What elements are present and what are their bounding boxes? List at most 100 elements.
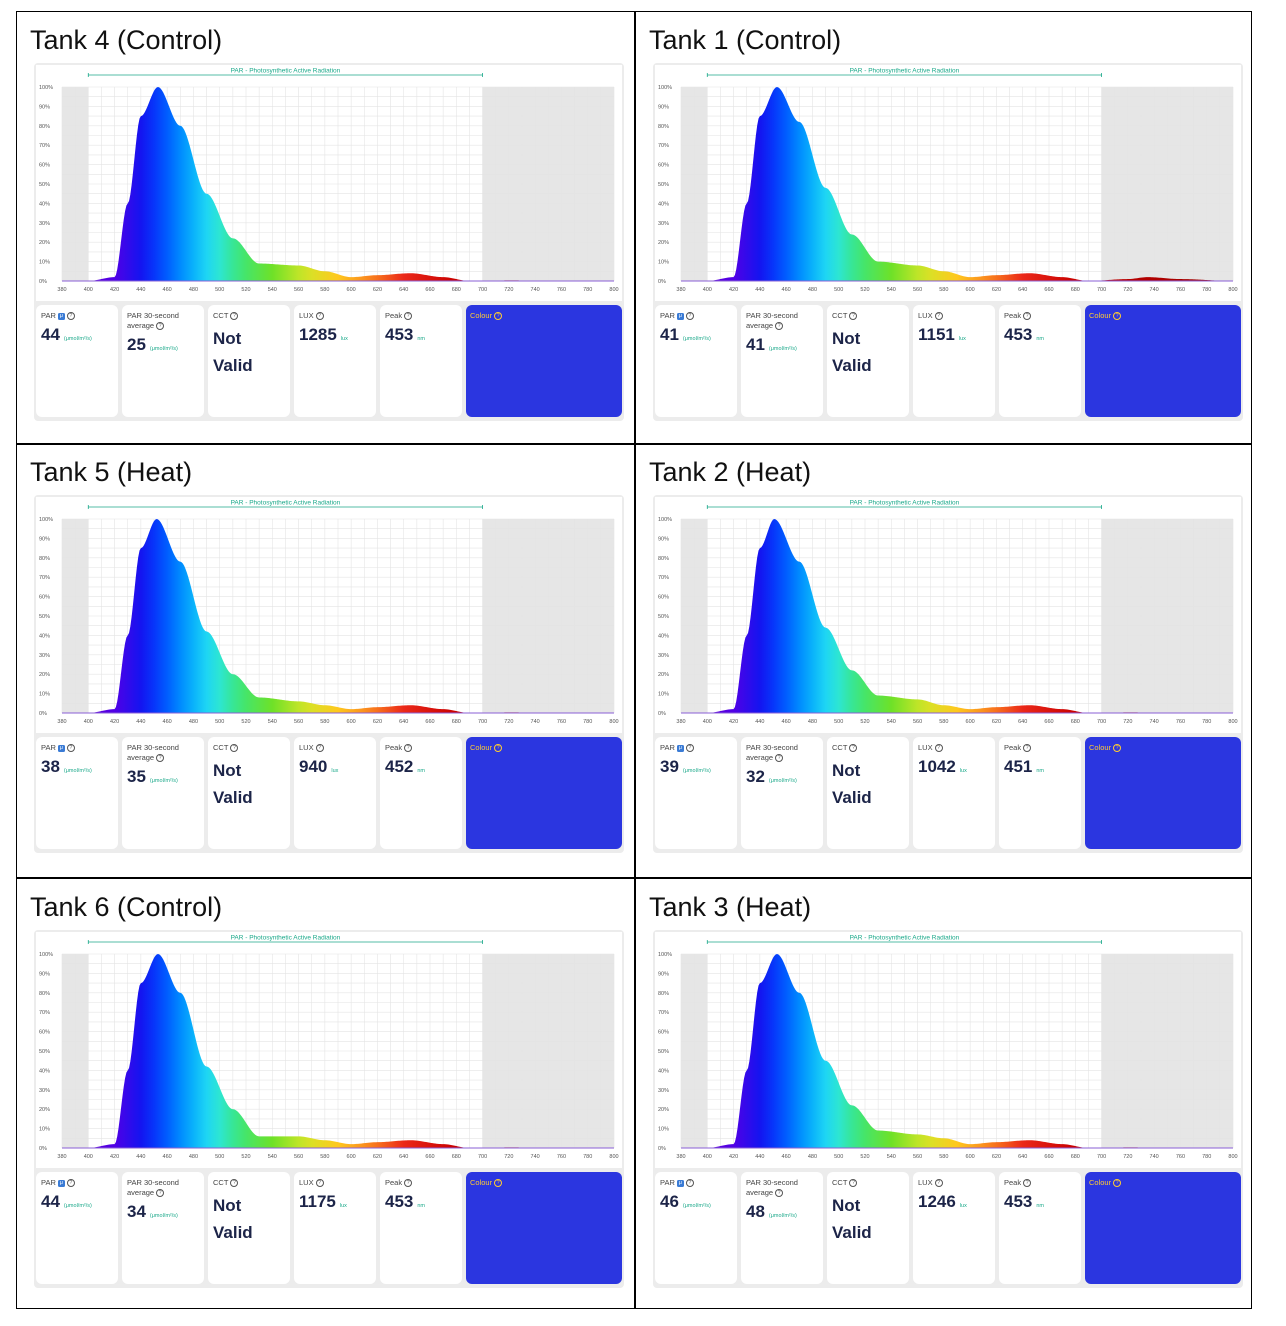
help-icon[interactable]: ?	[404, 1179, 413, 1188]
help-icon[interactable]: ?	[315, 1179, 324, 1188]
peak-value: 453 nm	[1004, 1192, 1044, 1212]
par30-value: 41 (μmol/m²/s)	[746, 335, 797, 355]
help-icon[interactable]: ?	[1113, 1179, 1122, 1188]
help-icon[interactable]: ?	[775, 322, 784, 331]
par-unit-toggle[interactable]: μ	[57, 1179, 65, 1187]
peak-label: Peak?	[385, 311, 413, 321]
spectrometer-panel: PAR - Photosynthetic Active Radiation 0% 1…	[653, 930, 1243, 1288]
help-icon[interactable]: ?	[849, 1179, 858, 1188]
help-icon[interactable]: ?	[66, 1179, 75, 1188]
lux-number: 1042	[918, 757, 956, 776]
help-icon[interactable]: ?	[934, 744, 943, 753]
help-icon[interactable]: ?	[934, 312, 943, 321]
peak-number: 453	[385, 1192, 414, 1211]
peak-label-text: Peak	[385, 1178, 403, 1187]
tank-comparison-table	[16, 11, 1252, 1309]
lux-label: LUX?	[299, 311, 324, 321]
help-icon[interactable]: ?	[1113, 312, 1122, 321]
x-tick-label: 540	[268, 719, 277, 725]
help-icon[interactable]: ?	[775, 754, 784, 763]
x-tick-label: 660	[1044, 287, 1053, 293]
help-icon[interactable]: ?	[934, 1179, 943, 1188]
help-icon[interactable]: ?	[1023, 1179, 1032, 1188]
lux-label-text: LUX	[918, 743, 933, 752]
x-tick-label: 660	[425, 1154, 434, 1160]
x-tick-label: 560	[913, 1154, 922, 1160]
cct-label: CCT?	[213, 743, 239, 753]
lux-value: 1151 lux	[918, 325, 966, 345]
help-icon[interactable]: ?	[230, 312, 239, 321]
peak-unit: nm	[1036, 336, 1045, 342]
help-icon[interactable]: ?	[66, 312, 75, 321]
help-icon[interactable]: ?	[685, 1179, 694, 1188]
colour-label-text: Colour	[470, 1178, 493, 1187]
x-tick-label: 640	[1018, 719, 1027, 725]
par30-value: 34 (μmol/m²/s)	[127, 1202, 178, 1222]
help-icon[interactable]: ?	[685, 312, 694, 321]
help-icon[interactable]: ?	[315, 312, 324, 321]
help-icon[interactable]: ?	[494, 1179, 503, 1188]
lux-number: 1246	[918, 1192, 956, 1211]
spectrum-chart: PAR - Photosynthetic Active Radiation 0% 1…	[39, 500, 619, 726]
par30-card: PAR 30-second average? 48 (μmol/m²/s)	[741, 1172, 823, 1284]
par-unit-toggle[interactable]: μ	[676, 312, 684, 320]
x-tick-label: 780	[1202, 287, 1211, 293]
colour-swatch-card: Colour?	[1085, 1172, 1241, 1284]
tank-cell: Tank 1 (Control) PAR - Photosynthetic Act…	[635, 11, 1253, 443]
help-icon[interactable]: ?	[685, 744, 694, 753]
help-icon[interactable]: ?	[1023, 744, 1032, 753]
par30-number: 25	[127, 335, 146, 354]
help-icon[interactable]: ?	[156, 754, 165, 763]
x-tick-label: 660	[425, 287, 434, 293]
y-tick-label: 40%	[658, 1068, 669, 1074]
peak-value: 452 nm	[385, 757, 425, 777]
help-icon[interactable]: ?	[1113, 744, 1122, 753]
cct-card: CCT? Not Valid	[827, 737, 909, 849]
lux-label-text: LUX	[918, 1178, 933, 1187]
help-icon[interactable]: ?	[156, 1189, 165, 1198]
x-tick-label: 780	[583, 287, 592, 293]
x-tick-label: 660	[1044, 1154, 1053, 1160]
help-icon[interactable]: ?	[230, 1179, 239, 1188]
lux-label: LUX?	[918, 1178, 943, 1188]
par-unit-toggle[interactable]: μ	[57, 744, 65, 752]
par30-label: PAR 30-second average?	[127, 1178, 179, 1198]
par30-label-line1: PAR 30-second	[746, 743, 798, 752]
help-icon[interactable]: ?	[1023, 312, 1032, 321]
par30-value: 35 (μmol/m²/s)	[127, 767, 178, 787]
par-unit: (μmol/m²/s)	[682, 768, 711, 774]
par-number: 44	[41, 1192, 60, 1211]
par-card: PAR μ? 39 (μmol/m²/s)	[655, 737, 737, 849]
help-icon[interactable]: ?	[404, 312, 413, 321]
par30-unit: (μmol/m²/s)	[149, 1213, 178, 1219]
row-divider	[17, 877, 1251, 879]
par-unit-toggle[interactable]: μ	[57, 312, 65, 320]
par-number: 38	[41, 757, 60, 776]
x-tick-label: 800	[609, 287, 618, 293]
x-tick-label: 780	[1202, 719, 1211, 725]
help-icon[interactable]: ?	[156, 322, 165, 331]
x-tick-label: 660	[1044, 719, 1053, 725]
lux-number: 1175	[299, 1192, 336, 1211]
help-icon[interactable]: ?	[404, 744, 413, 753]
colour-label-text: Colour	[470, 311, 493, 320]
help-icon[interactable]: ?	[849, 312, 858, 321]
help-icon[interactable]: ?	[775, 1189, 784, 1198]
spectrum-chart-area: PAR - Photosynthetic Active Radiation 0% 1…	[36, 932, 622, 1168]
help-icon[interactable]: ?	[494, 312, 503, 321]
y-tick-label: 50%	[39, 614, 50, 620]
help-icon[interactable]: ?	[315, 744, 324, 753]
y-tick-label: 90%	[39, 536, 50, 542]
y-tick-label: 50%	[39, 182, 50, 188]
par-unit-toggle[interactable]: μ	[676, 744, 684, 752]
help-icon[interactable]: ?	[494, 744, 503, 753]
help-icon[interactable]: ?	[849, 744, 858, 753]
x-tick-label: 380	[57, 719, 66, 725]
column-divider	[634, 12, 636, 1308]
colour-label-text: Colour	[1089, 743, 1112, 752]
par30-label-line1: PAR 30-second	[746, 311, 798, 320]
help-icon[interactable]: ?	[66, 744, 75, 753]
tank-title: Tank 4 (Control)	[30, 25, 223, 55]
par-unit-toggle[interactable]: μ	[676, 1179, 684, 1187]
help-icon[interactable]: ?	[230, 744, 239, 753]
